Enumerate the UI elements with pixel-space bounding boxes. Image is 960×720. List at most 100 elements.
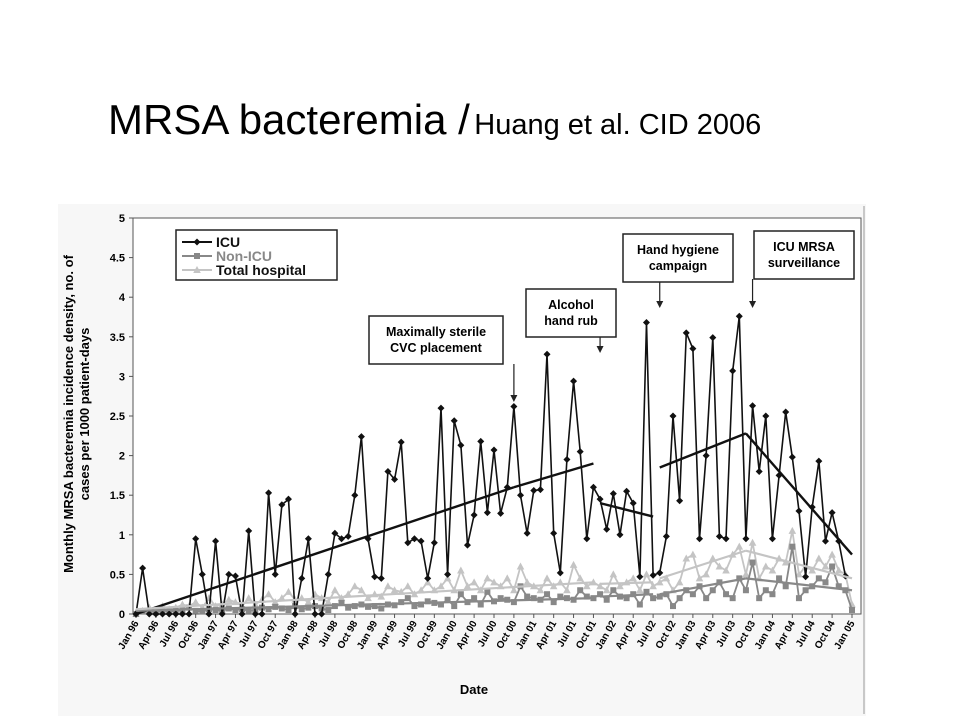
data-point-total-hospital bbox=[682, 554, 691, 562]
data-point-total-hospital bbox=[629, 574, 638, 582]
data-point-icu bbox=[159, 610, 167, 618]
data-point-icu bbox=[483, 509, 491, 517]
data-point-total-hospital bbox=[377, 592, 386, 600]
data-point-icu bbox=[749, 402, 757, 410]
data-point-icu bbox=[589, 483, 597, 491]
data-point-icu bbox=[225, 570, 233, 578]
data-point-total-hospital bbox=[244, 594, 253, 602]
data-point-icu bbox=[510, 402, 518, 410]
data-point-non-icu bbox=[232, 607, 239, 614]
data-point-non-icu bbox=[829, 563, 836, 570]
annotation-text: CVC placement bbox=[390, 341, 483, 355]
trend-segment-non-icu bbox=[745, 577, 853, 592]
data-point-non-icu bbox=[756, 595, 763, 602]
trend-segment-total-hospital bbox=[600, 581, 654, 586]
annotation-arrow-head bbox=[596, 346, 604, 353]
data-point-non-icu bbox=[437, 601, 444, 608]
data-point-icu bbox=[172, 610, 180, 618]
data-point-total-hospital bbox=[404, 582, 412, 590]
data-point-total-hospital bbox=[225, 595, 233, 603]
data-point-icu bbox=[284, 495, 292, 503]
data-point-non-icu bbox=[557, 593, 564, 600]
data-point-total-hospital bbox=[662, 574, 671, 582]
data-point-total-hospital bbox=[344, 590, 352, 598]
data-point-icu bbox=[477, 437, 485, 445]
data-point-total-hospital bbox=[602, 586, 611, 594]
data-point-non-icu bbox=[769, 591, 776, 598]
data-point-icu bbox=[669, 412, 677, 420]
data-point-total-hospital bbox=[549, 582, 558, 590]
data-point-non-icu bbox=[583, 593, 590, 600]
title-citation: Huang et al. CID 2006 bbox=[474, 109, 762, 141]
data-point-non-icu bbox=[597, 591, 604, 598]
data-point-total-hospital bbox=[350, 582, 359, 590]
data-point-icu bbox=[536, 486, 544, 494]
y-tick-label: 1.5 bbox=[110, 490, 125, 502]
data-point-icu bbox=[377, 574, 385, 582]
data-point-icu bbox=[762, 412, 770, 420]
annotation-text: campaign bbox=[649, 259, 707, 273]
data-point-total-hospital bbox=[695, 574, 704, 582]
data-point-total-hospital bbox=[191, 598, 200, 606]
data-point-icu bbox=[662, 532, 670, 540]
data-point-total-hospital bbox=[543, 574, 551, 582]
annotation-arrow-head bbox=[749, 301, 757, 308]
data-point-icu bbox=[271, 570, 279, 578]
data-point-total-hospital bbox=[516, 562, 525, 570]
series-line-icu bbox=[135, 315, 847, 615]
data-point-non-icu bbox=[789, 543, 796, 550]
data-point-total-hospital bbox=[609, 570, 618, 578]
data-point-non-icu bbox=[345, 604, 352, 611]
data-point-total-hospital bbox=[536, 586, 545, 594]
data-point-icu bbox=[192, 535, 200, 543]
data-point-icu bbox=[821, 537, 829, 545]
y-tick-label: 0 bbox=[119, 609, 125, 621]
data-point-non-icu bbox=[656, 593, 663, 600]
data-point-total-hospital bbox=[490, 578, 498, 586]
data-point-icu bbox=[258, 610, 266, 618]
data-point-icu bbox=[424, 574, 432, 582]
y-tick-label: 0.5 bbox=[110, 569, 125, 581]
legend-marker-total-hospital bbox=[193, 266, 201, 273]
data-point-total-hospital bbox=[762, 562, 770, 570]
data-point-non-icu bbox=[530, 595, 537, 602]
data-point-non-icu bbox=[477, 601, 484, 608]
data-point-total-hospital bbox=[470, 578, 478, 586]
data-point-total-hospital bbox=[331, 586, 339, 594]
data-point-icu bbox=[550, 529, 558, 537]
trend-segment-icu bbox=[599, 501, 654, 518]
data-point-icu bbox=[437, 404, 445, 412]
data-point-icu bbox=[344, 532, 352, 540]
data-point-total-hospital bbox=[457, 566, 465, 574]
y-tick-label: 2.5 bbox=[110, 411, 125, 423]
data-point-total-hospital bbox=[264, 590, 273, 598]
data-point-non-icu bbox=[670, 603, 676, 610]
data-point-icu bbox=[265, 489, 273, 497]
data-point-icu bbox=[563, 456, 571, 464]
data-point-non-icu bbox=[305, 604, 312, 611]
data-point-total-hospital bbox=[576, 574, 584, 582]
data-point-non-icu bbox=[550, 599, 557, 606]
data-point-icu bbox=[404, 539, 412, 547]
data-point-non-icu bbox=[510, 599, 517, 606]
data-point-total-hospital bbox=[742, 570, 750, 578]
data-point-total-hospital bbox=[284, 587, 293, 595]
data-point-non-icu bbox=[623, 595, 630, 602]
data-point-non-icu bbox=[577, 587, 584, 594]
data-point-icu bbox=[682, 329, 690, 337]
data-point-non-icu bbox=[544, 591, 551, 598]
legend-label-icu: ICU bbox=[216, 234, 240, 250]
data-point-total-hospital bbox=[364, 594, 372, 602]
data-point-total-hospital bbox=[324, 598, 333, 606]
data-point-icu bbox=[709, 334, 717, 342]
data-point-icu bbox=[304, 535, 312, 543]
data-point-total-hospital bbox=[616, 582, 624, 590]
data-point-non-icu bbox=[603, 596, 610, 603]
data-point-icu bbox=[768, 535, 776, 543]
data-point-icu bbox=[145, 610, 153, 618]
data-point-icu bbox=[517, 491, 525, 499]
data-point-non-icu bbox=[497, 595, 504, 602]
slide-title: MRSA bacteremia / Huang et al. CID 2006 bbox=[108, 96, 761, 144]
